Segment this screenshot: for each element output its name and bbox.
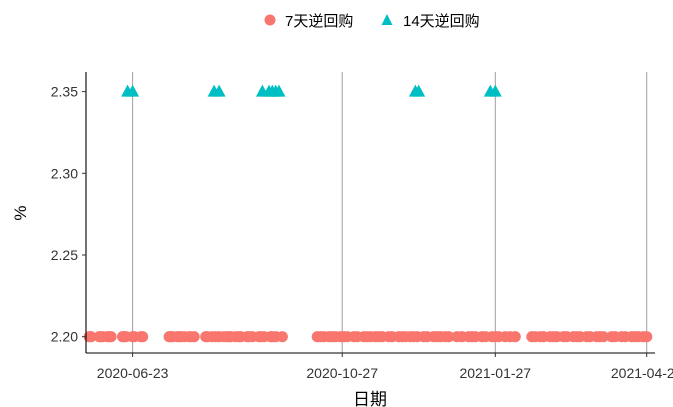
legend-triangle-icon: [381, 14, 393, 25]
y-tick-label: 2.30: [51, 165, 78, 181]
y-tick-label: 2.35: [51, 84, 78, 100]
legend-label-7day: 7天逆回购: [285, 13, 353, 30]
legend-item-14day: 14天逆回购: [381, 13, 480, 30]
point-7day-78: [443, 331, 455, 343]
legend-item-7day: 7天逆回购: [264, 13, 353, 30]
x-tick-label: 2020-10-27: [306, 365, 378, 381]
vertical-reference-lines: [132, 72, 648, 353]
y-axis-ticks: 2.20 2.25 2.30 2.35: [51, 84, 86, 345]
y-tick-label: 2.25: [51, 247, 78, 263]
x-tick-label: 2021-04-28: [611, 365, 673, 381]
x-axis-ticks: 2020-06-23 2020-10-27 2021-01-27 2021-04-28: [97, 353, 673, 381]
point-14day-8: [272, 84, 286, 97]
point-7day-1: [85, 331, 97, 343]
point-7day-91: [509, 331, 521, 343]
legend: 7天逆回购 14天逆回购: [264, 13, 480, 30]
point-7day-108: [597, 331, 610, 343]
series-7day-points: [83, 331, 653, 343]
legend-circle-icon: [264, 14, 276, 26]
y-tick-label: 2.20: [51, 329, 78, 345]
point-7day-14: [137, 331, 149, 343]
series-14day-points: [121, 84, 502, 97]
x-axis-title: 日期: [353, 390, 387, 407]
point-14day-10: [412, 84, 426, 97]
point-14day-3: [212, 84, 226, 97]
point-7day-46: [276, 331, 288, 343]
point-7day-24: [188, 331, 200, 343]
x-tick-label: 2020-06-23: [97, 365, 169, 381]
legend-label-14day: 14天逆回购: [403, 13, 480, 30]
point-14day-1: [126, 84, 140, 97]
y-axis-title: %: [11, 205, 30, 220]
point-7day-117: [641, 331, 653, 343]
point-14day-12: [488, 84, 502, 97]
point-7day-7: [105, 331, 117, 343]
x-tick-label: 2021-01-27: [459, 365, 531, 381]
